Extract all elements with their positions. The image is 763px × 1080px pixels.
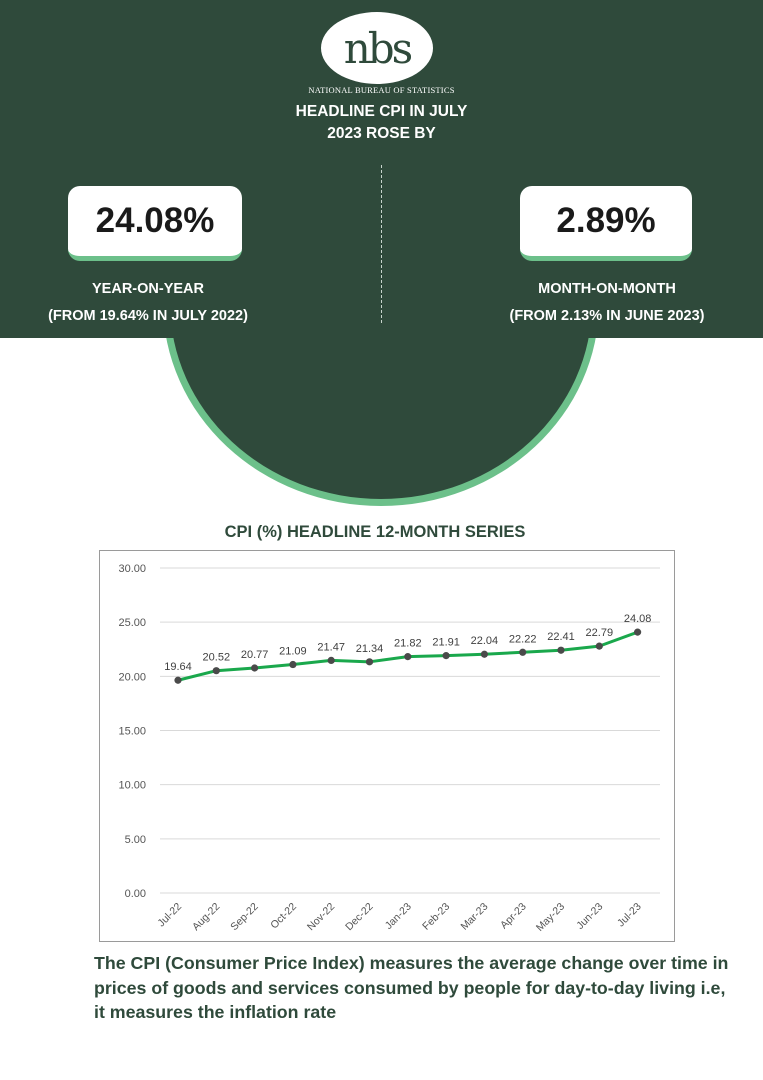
y-tick-label: 10.00: [118, 780, 146, 792]
x-tick-label: May-23: [534, 901, 567, 934]
x-tick-label: Aug-22: [190, 901, 223, 934]
y-tick-label: 20.00: [118, 671, 146, 683]
headline: HEADLINE CPI IN JULY 2023 ROSE BY: [231, 101, 532, 145]
yoy-sublabel: (FROM 19.64% IN JULY 2022): [48, 308, 248, 324]
yoy-label: YEAR-ON-YEAR: [92, 281, 204, 297]
data-label: 19.64: [164, 661, 192, 673]
x-tick-label: Jul-22: [155, 901, 184, 930]
x-tick-label: Dec-22: [343, 901, 376, 934]
x-tick-label: Feb-23: [420, 901, 452, 933]
data-label: 22.22: [509, 633, 537, 645]
mom-label: MONTH-ON-MONTH: [538, 281, 676, 297]
data-label: 21.47: [317, 641, 345, 653]
mom-value-box: 2.89%: [520, 186, 692, 261]
chart-title: CPI (%) HEADLINE 12-MONTH SERIES: [224, 523, 526, 541]
data-point: [365, 658, 374, 666]
x-tick-label: Mar-23: [459, 901, 491, 933]
y-tick-label: 0.00: [125, 888, 146, 900]
headline-line-1: HEADLINE CPI IN JULY: [295, 103, 468, 120]
x-tick-label: Apr-23: [498, 901, 529, 932]
yoy-value-box: 24.08%: [68, 186, 242, 261]
data-label: 22.79: [586, 627, 614, 639]
data-label: 21.82: [394, 638, 422, 650]
data-point: [251, 664, 259, 672]
yoy-caption: YEAR-ON-YEAR (FROM 19.64% IN JULY 2022): [20, 276, 276, 330]
data-label: 20.77: [241, 649, 269, 661]
mom-sublabel: (FROM 2.13% IN JUNE 2023): [509, 308, 705, 324]
data-point: [327, 656, 335, 665]
data-point: [634, 628, 642, 636]
data-point: [404, 653, 412, 661]
headline-line-2: 2023 ROSE BY: [327, 125, 436, 142]
logo-text: nbs: [343, 23, 413, 73]
data-point: [212, 667, 220, 675]
x-tick-label: Nov-22: [305, 901, 338, 934]
data-point: [595, 642, 603, 650]
data-label: 20.52: [203, 652, 231, 664]
data-label: 21.09: [279, 646, 307, 658]
data-label: 22.04: [471, 635, 499, 647]
logo-subtitle: NATIONAL BUREAU OF STATISTICS: [308, 85, 455, 95]
y-tick-label: 30.00: [118, 563, 146, 575]
data-point: [519, 648, 527, 656]
data-label: 22.41: [547, 631, 575, 643]
x-tick-label: Sep-22: [228, 901, 261, 934]
y-tick-label: 15.00: [118, 726, 146, 738]
mom-caption: MONTH-ON-MONTH (FROM 2.13% IN JUNE 2023): [482, 276, 732, 330]
nbs-logo: nbs: [321, 12, 433, 84]
chart-frame: 0.00 5.00 10.00 15.00 20.00 25.00 30.00 19.64 20…: [99, 550, 675, 942]
x-tick-label: Jan-23: [383, 901, 414, 932]
data-label: 21.34: [356, 643, 384, 655]
footer-description: The CPI (Consumer Price Index) measures …: [94, 953, 729, 1022]
data-label: 24.08: [624, 613, 652, 625]
data-label: 21.91: [432, 637, 460, 649]
stat-divider: [381, 165, 382, 323]
cpi-line-chart: 0.00 5.00 10.00 15.00 20.00 25.00 30.00 19.64 20…: [118, 563, 660, 934]
y-tick-label: 25.00: [118, 617, 146, 629]
data-point: [442, 652, 450, 660]
x-tick-label: Jun-23: [574, 901, 605, 932]
x-tick-label: Jul-23: [615, 901, 644, 930]
y-tick-label: 5.00: [125, 834, 146, 846]
data-point: [557, 646, 565, 654]
data-point: [174, 676, 182, 684]
data-point: [480, 650, 488, 658]
x-tick-label: Oct-22: [268, 901, 299, 932]
data-point: [289, 660, 297, 669]
